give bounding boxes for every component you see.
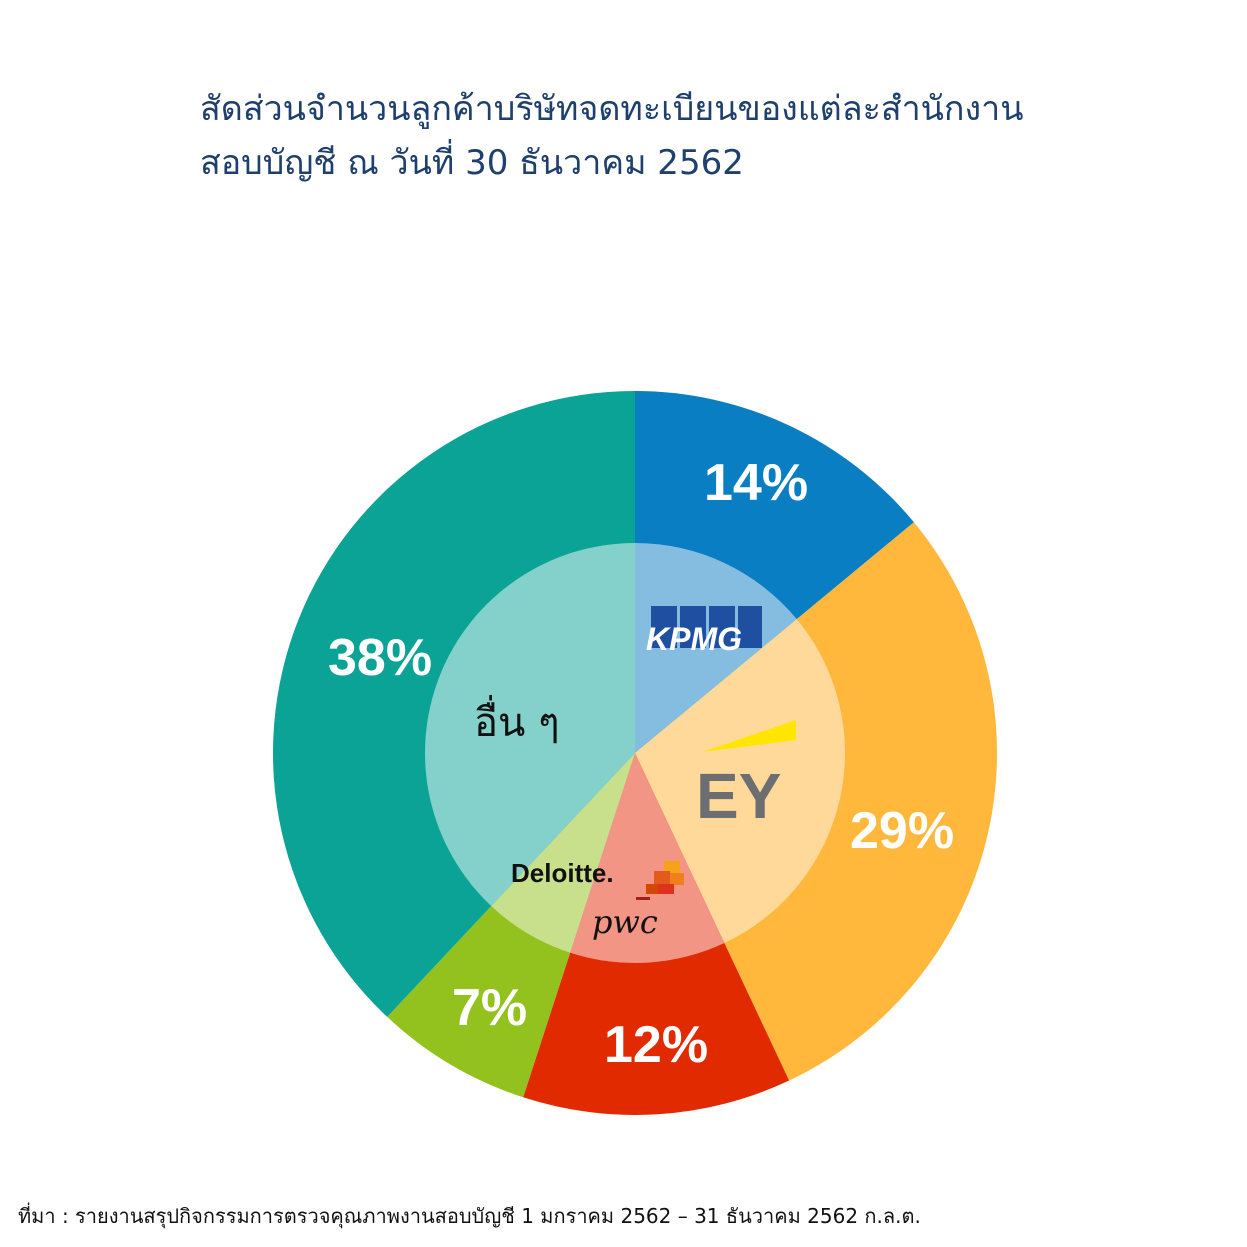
source-note: ที่มา : รายงานสรุปกิจกรรมการตรวจคุณภาพงา… (18, 1204, 921, 1228)
kpmg-logo: KPMG (646, 606, 762, 657)
ey-logo-text: EY (696, 760, 781, 832)
pct-label-pwc: 12% (604, 1016, 708, 1074)
pct-label-others: 38% (328, 629, 432, 687)
chart-title-line-1: สัดส่วนจำนวนลูกค้าบริษัทจดทะเบียนของแต่ล… (200, 89, 1024, 129)
inner-ring (425, 543, 845, 963)
others-label: อื่น ๆ (474, 695, 560, 746)
chart-title: สัดส่วนจำนวนลูกค้าบริษัทจดทะเบียนของแต่ล… (200, 82, 1023, 190)
pwc-logo: pwc (592, 861, 684, 941)
pct-label-deloitte: 7% (452, 979, 527, 1037)
pie-slice-inner-2 (570, 753, 725, 963)
pwc-logo-text: pwc (592, 903, 658, 941)
ey-logo: EY (696, 720, 796, 832)
chart-title-line-2: สอบบัญชี ณ วันที่ 30 ธันวาคม 2562 (200, 143, 744, 183)
pie-slice-inner-4 (425, 543, 635, 907)
pie-slice-inner-3 (491, 753, 635, 953)
deloitte-logo: Deloitte. (511, 858, 614, 888)
pie-slice-inner-1 (635, 619, 845, 944)
pct-label-kpmg: 14% (704, 454, 808, 512)
kpmg-logo-text: KPMG (646, 621, 742, 657)
pct-label-ey: 29% (850, 802, 954, 860)
